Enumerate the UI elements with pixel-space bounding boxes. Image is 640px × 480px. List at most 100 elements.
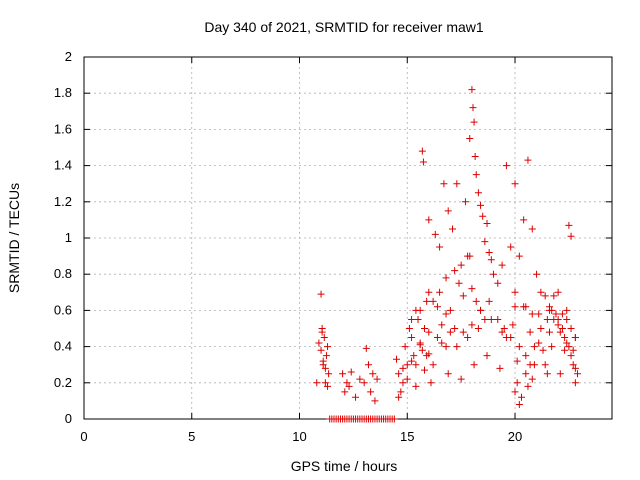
data-point — [511, 180, 519, 188]
data-point — [543, 315, 551, 323]
data-point — [408, 315, 416, 323]
tick-layer: 00.20.40.60.811.21.41.61.820 5 10 15 20 — [54, 49, 612, 444]
data-point — [558, 310, 566, 318]
data-point — [457, 261, 465, 269]
data-point — [571, 364, 579, 372]
data-point — [500, 325, 508, 332]
data-point — [446, 306, 454, 314]
data-point — [477, 306, 485, 314]
data-point — [509, 321, 517, 329]
data-point — [554, 315, 562, 323]
data-point — [395, 393, 403, 401]
data-point — [399, 364, 407, 372]
data-point — [318, 328, 326, 336]
data-point — [317, 346, 325, 354]
data-point — [556, 328, 564, 336]
data-point — [339, 370, 347, 378]
data-point — [320, 334, 328, 342]
data-point — [526, 361, 534, 369]
data-point — [479, 212, 487, 220]
data-point — [554, 288, 562, 296]
data-point — [535, 310, 543, 318]
data-point — [546, 303, 554, 311]
data-point — [524, 382, 532, 390]
data-point — [472, 171, 480, 179]
y-tick-label: 0 — [65, 411, 72, 426]
data-point — [494, 279, 502, 287]
data-point — [556, 370, 564, 378]
data-point — [569, 346, 577, 354]
data-point — [341, 388, 349, 396]
y-tick-label: 0.4 — [54, 339, 72, 354]
data-point — [418, 346, 426, 354]
data-point — [468, 285, 476, 293]
data-point — [471, 153, 479, 161]
data-point — [442, 310, 450, 318]
x-tick-label: 15 — [400, 429, 414, 444]
data-point — [444, 370, 452, 378]
data-point — [563, 306, 571, 314]
data-point — [425, 288, 433, 296]
data-point — [537, 325, 545, 332]
data-point — [403, 361, 411, 369]
data-point — [563, 339, 571, 347]
data-point — [485, 248, 493, 256]
data-point — [313, 379, 321, 387]
y-tick-label: 1.6 — [54, 121, 72, 136]
data-point — [325, 370, 333, 378]
data-point — [319, 357, 327, 365]
x-axis-title: GPS time / hours — [291, 458, 398, 474]
data-point — [496, 364, 504, 372]
data-point — [561, 346, 569, 354]
data-point — [528, 375, 536, 383]
data-point — [522, 352, 530, 360]
data-point — [565, 221, 573, 229]
data-point — [449, 225, 457, 233]
data-point — [487, 256, 495, 264]
data-point — [421, 366, 429, 374]
data-point — [513, 379, 521, 387]
data-point — [371, 397, 379, 405]
data-point — [438, 321, 446, 329]
y-tick-label: 2 — [65, 49, 72, 64]
data-point — [466, 134, 474, 142]
data-point — [543, 370, 551, 378]
data-point — [474, 189, 482, 197]
data-point — [364, 361, 372, 369]
data-point — [515, 343, 523, 351]
data-point — [511, 388, 519, 396]
data-point — [468, 321, 476, 329]
data-point — [558, 325, 566, 332]
data-point — [356, 375, 364, 383]
data-point — [362, 344, 370, 352]
data-point — [433, 303, 441, 311]
y-tick-label: 1.8 — [54, 85, 72, 100]
data-point — [567, 352, 575, 360]
data-point — [459, 328, 467, 336]
data-point — [489, 270, 497, 278]
data-point — [487, 315, 495, 323]
data-point — [481, 238, 489, 246]
data-point — [464, 252, 472, 260]
data-point — [431, 230, 439, 238]
data-point — [470, 361, 478, 369]
data-point — [416, 341, 424, 349]
data-point — [410, 352, 418, 360]
data-point — [507, 243, 515, 251]
data-point — [322, 352, 330, 360]
data-point — [405, 325, 413, 332]
data-point — [563, 315, 571, 323]
data-point — [502, 162, 510, 170]
data-point — [412, 382, 420, 390]
data-point — [569, 361, 577, 369]
y-tick-label: 1 — [65, 230, 72, 245]
data-point — [423, 297, 431, 305]
data-point — [515, 252, 523, 260]
data-point — [419, 158, 427, 166]
data-point — [373, 375, 381, 383]
data-point — [561, 334, 569, 342]
data-point — [481, 315, 489, 323]
data-point — [397, 388, 405, 396]
data-point — [522, 303, 530, 311]
